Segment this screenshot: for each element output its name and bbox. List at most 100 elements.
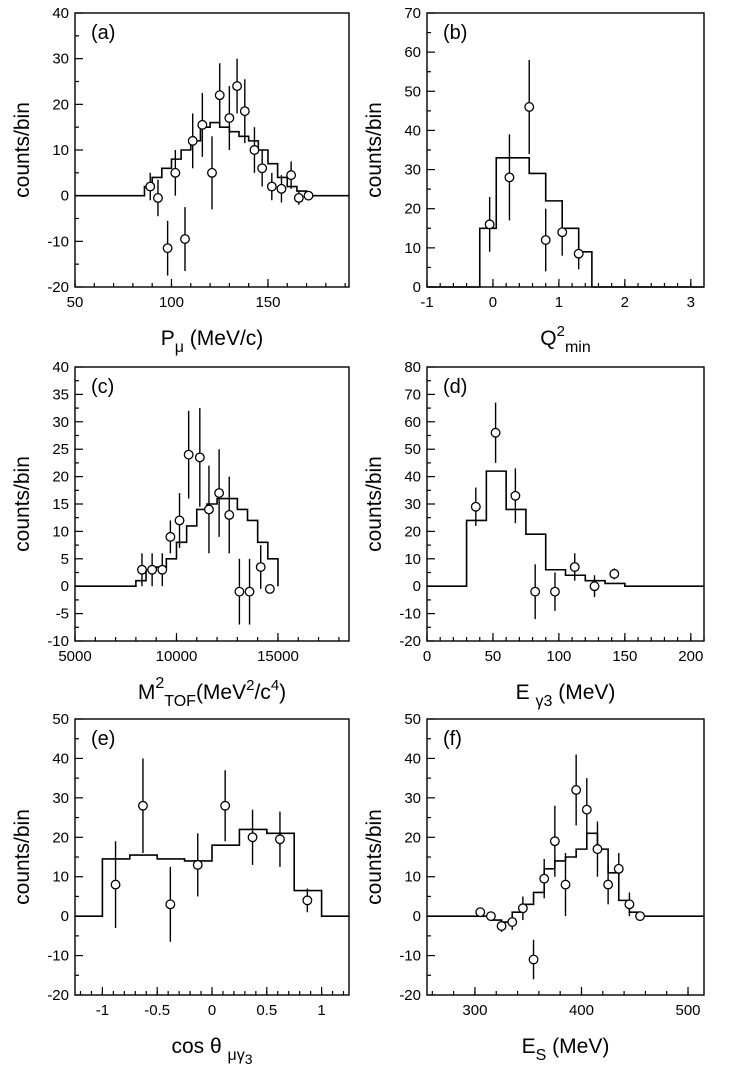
y-tick-label: 60 [404, 414, 421, 431]
point-marker [157, 564, 168, 575]
point-marker [232, 81, 243, 92]
data-point [507, 914, 518, 930]
point-marker [549, 836, 560, 847]
point-marker [192, 859, 203, 870]
point-marker [569, 562, 580, 572]
data-point [303, 190, 314, 201]
point-marker [539, 873, 550, 884]
histogram-line [427, 470, 704, 587]
x-axis-label: cos θ μγ3 [171, 1035, 252, 1066]
histogram-line [427, 157, 704, 288]
y-axis-label: counts/bin [363, 456, 386, 552]
y-tick-label: -10 [399, 606, 421, 623]
point-marker [174, 515, 185, 526]
data-point [293, 191, 304, 205]
y-tick-label: 60 [404, 44, 421, 61]
y-tick-label: 0 [61, 908, 69, 925]
x-tick-label: 10000 [156, 648, 198, 665]
data-point [603, 864, 614, 905]
point-marker [162, 243, 173, 254]
data-point [484, 196, 495, 252]
y-tick-label: -10 [399, 948, 421, 965]
y-tick-label: 20 [52, 469, 69, 486]
data-point [470, 487, 481, 526]
data-point [266, 172, 277, 201]
data-point [528, 939, 539, 980]
point-marker [293, 192, 304, 203]
data-point [264, 583, 275, 594]
y-tick-label: 0 [413, 908, 421, 925]
data-point [635, 911, 646, 922]
data-point [485, 911, 496, 922]
y-tick-label: -10 [47, 633, 69, 650]
data-point [110, 841, 121, 928]
panel-label: (a) [91, 22, 115, 44]
data-point [302, 888, 313, 913]
y-axis-label: counts/bin [363, 809, 386, 905]
x-tick-label: 50 [485, 648, 502, 665]
data-point [255, 545, 266, 589]
point-marker [234, 586, 245, 597]
y-axis-label: counts/bin [11, 809, 34, 905]
y-tick-label: 0 [61, 578, 69, 595]
panel-label: (c) [91, 376, 114, 398]
y-tick-label: 25 [52, 441, 69, 458]
data-point [557, 208, 568, 256]
panel-label: (d) [443, 376, 467, 398]
data-point [247, 809, 258, 865]
data-point [549, 572, 560, 611]
point-marker [138, 800, 148, 811]
data-point [257, 150, 268, 187]
x-tick-label: 400 [569, 1002, 594, 1019]
point-marker [624, 899, 635, 910]
point-marker [286, 170, 297, 181]
point-marker [187, 135, 198, 146]
x-tick-label: 15000 [257, 648, 299, 665]
x-axis-label: ES (MeV) [522, 1035, 610, 1064]
data-point [187, 113, 198, 169]
point-marker [224, 510, 235, 520]
y-tick-label: 40 [52, 750, 69, 767]
x-axis-label: M2TOF(MeV2/c4) [138, 675, 286, 710]
y-tick-label: 40 [404, 122, 421, 139]
y-tick-label: 10 [52, 869, 69, 886]
data-point [153, 179, 163, 217]
y-tick-label: -20 [399, 987, 421, 1004]
y-tick-label: 50 [404, 711, 421, 728]
data-point [234, 558, 245, 625]
panel-d: -20 -10 0 10 20 30 40 50 60 70 80 0 50 100 150 200 (d) co… [363, 359, 705, 710]
point-marker [239, 106, 250, 117]
data-point [207, 136, 217, 210]
data-point [224, 86, 235, 150]
point-marker [302, 895, 313, 906]
point-marker [264, 583, 275, 594]
data-point [224, 476, 235, 554]
data-point [490, 402, 501, 463]
y-tick-label: 30 [52, 790, 69, 807]
point-marker [517, 903, 528, 914]
point-marker [214, 488, 225, 498]
y-tick-label: 5 [61, 551, 69, 568]
y-tick-label: 80 [404, 359, 421, 376]
x-tick-label: 50 [67, 294, 84, 311]
data-point [286, 161, 297, 189]
point-marker [603, 879, 614, 890]
data-point [549, 805, 560, 877]
x-tick-label: 0 [423, 648, 431, 665]
y-axis-label: counts/bin [363, 102, 386, 198]
y-tick-label: 40 [52, 5, 69, 22]
data-point [613, 853, 624, 885]
point-marker [137, 564, 147, 575]
y-tick-label: 0 [413, 279, 421, 296]
point-marker [266, 181, 277, 192]
data-point [510, 468, 521, 524]
data-point [220, 770, 231, 842]
point-marker [507, 917, 518, 928]
point-marker [165, 531, 176, 542]
y-tick-label: 20 [404, 201, 421, 218]
x-tick-label: 500 [676, 1002, 701, 1019]
data-point [194, 408, 205, 507]
data-point [192, 833, 203, 897]
y-tick-label: 40 [52, 359, 69, 376]
